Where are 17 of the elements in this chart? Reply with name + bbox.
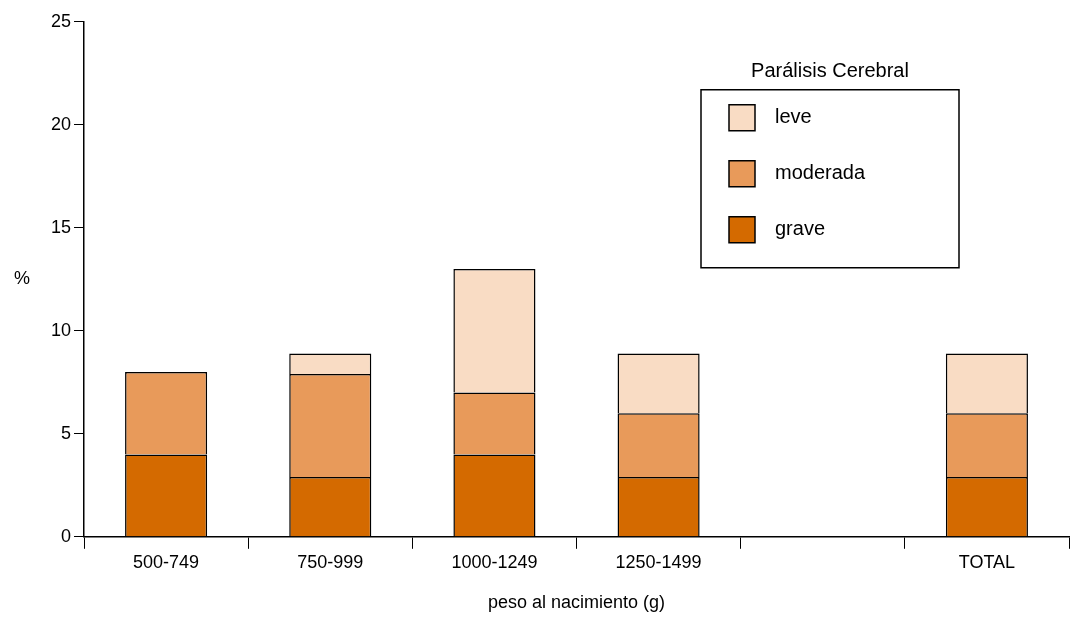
x-tick-label: TOTAL — [958, 551, 1016, 572]
x-tick-label: 750-999 — [297, 551, 364, 572]
legend-label: moderada — [775, 161, 866, 184]
y-tick-label: 15 — [50, 216, 72, 237]
y-tick-label: 25 — [50, 10, 72, 31]
x-axis-title: peso al nacimiento (g) — [487, 592, 666, 613]
x-tick-label: 1000-1249 — [451, 551, 538, 572]
x-tick-label: 1250-1499 — [615, 551, 702, 572]
y-tick-label: 5 — [61, 422, 72, 443]
legend-label: grave — [775, 217, 826, 240]
y-tick-label: 10 — [50, 319, 72, 340]
y-axis-title: % — [13, 268, 31, 289]
y-tick-label: 0 — [61, 525, 72, 546]
legend-label: leve — [775, 105, 812, 128]
legend-title: Parálisis Cerebral — [751, 59, 909, 82]
y-tick-label: 20 — [50, 113, 72, 134]
x-tick-label: 500-749 — [133, 551, 200, 572]
